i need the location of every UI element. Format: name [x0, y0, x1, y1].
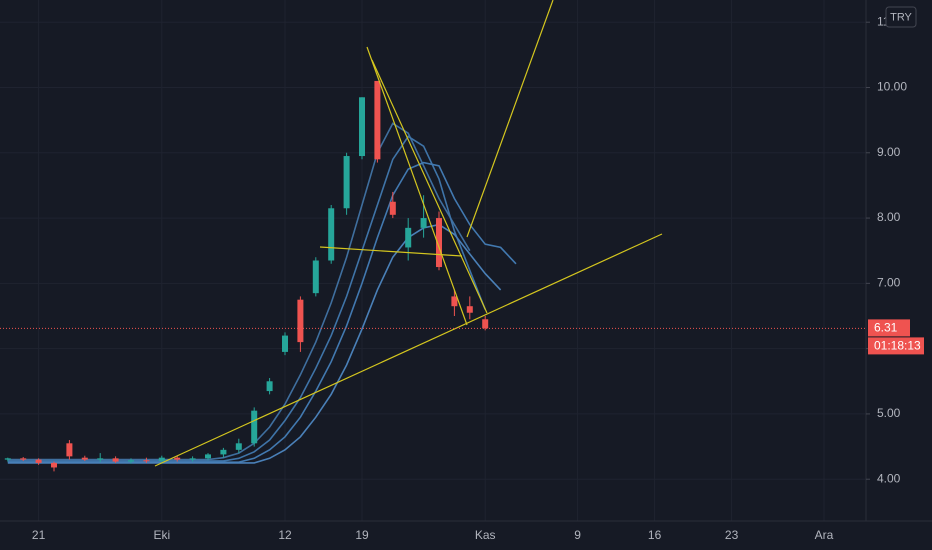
candle-body [343, 156, 350, 209]
trend-line [371, 59, 488, 314]
x-tick-label: Eki [153, 528, 170, 542]
candle-body [66, 443, 73, 457]
candle-body [35, 459, 42, 463]
candle-body [220, 449, 227, 455]
candle-body [312, 260, 319, 294]
y-tick-label: 4.00 [877, 471, 901, 485]
candle-body [128, 460, 134, 462]
candle-body [97, 458, 104, 460]
candle-body [405, 227, 412, 248]
last-price: 6.31 [874, 321, 898, 335]
candle-body [4, 458, 11, 460]
candle-body [158, 457, 165, 461]
x-tick-label: 16 [648, 528, 662, 542]
moving-average [7, 135, 486, 462]
grid [0, 0, 866, 521]
candle-body [81, 457, 88, 460]
candle-body [251, 410, 258, 444]
candle-body [282, 335, 288, 352]
y-tick-label: 10.00 [877, 80, 907, 94]
candle-body [20, 458, 27, 460]
y-tick-label: 5.00 [877, 406, 901, 420]
x-tick-label: 9 [574, 528, 581, 542]
candle-body [482, 319, 489, 329]
candle-body [174, 457, 181, 460]
candle-body [451, 296, 458, 307]
candle-body [112, 458, 119, 462]
candle-body [205, 454, 211, 459]
x-tick-label: Ara [815, 528, 834, 542]
moving-average [7, 223, 502, 464]
currency-badge[interactable] [885, 6, 917, 28]
x-tick-label: Kas [475, 528, 496, 542]
candle-body [420, 218, 427, 228]
candle-body [466, 306, 473, 313]
candle-body [266, 381, 273, 392]
y-tick-label: 9.00 [877, 145, 901, 159]
countdown: 01:18:13 [874, 339, 921, 353]
candle-body [235, 443, 242, 450]
candles [4, 80, 489, 472]
x-tick-label: 12 [278, 528, 292, 542]
candle-body [436, 218, 442, 268]
candle-body [297, 299, 304, 343]
y-tick-label: 7.00 [877, 276, 901, 290]
x-tick-label: 21 [32, 528, 46, 542]
candle-body [389, 201, 396, 215]
trend-line [366, 46, 468, 326]
candle-body [51, 462, 57, 468]
trend-lines [154, 0, 663, 467]
candle-body [374, 80, 381, 160]
x-tick-label: 19 [355, 528, 369, 542]
countdown-badge [868, 337, 924, 355]
x-tick-label: 23 [725, 528, 739, 542]
candle-body [143, 460, 150, 462]
last-price-badge [868, 319, 910, 337]
currency: TRY [890, 11, 912, 23]
candle-body [328, 208, 335, 261]
candle-body [189, 458, 196, 460]
y-tick-label: 8.00 [877, 210, 901, 224]
trend-line [154, 233, 663, 467]
trend-line [466, 0, 554, 238]
trend-line [319, 246, 463, 257]
candle-body [359, 97, 365, 157]
